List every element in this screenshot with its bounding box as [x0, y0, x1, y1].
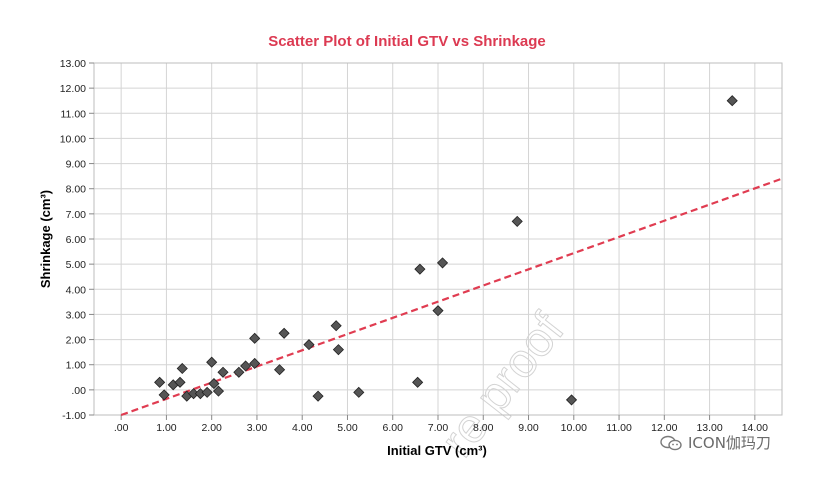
y-tick-label: 9.00 [66, 159, 87, 171]
x-tick-label: .00 [114, 422, 129, 434]
x-tick-label: 4.00 [292, 422, 313, 434]
y-axis-label: Shrinkage (cm³) [38, 190, 53, 288]
data-point [158, 389, 170, 401]
data-point [312, 390, 324, 402]
x-tick-label: 2.00 [201, 422, 222, 434]
data-point [414, 263, 426, 275]
x-tick-label: 8.00 [473, 422, 494, 434]
data-point [176, 362, 188, 375]
y-tick-label: 5.00 [66, 259, 87, 271]
data-point [233, 366, 245, 378]
y-tick-label: 8.00 [66, 184, 87, 196]
data-point [436, 257, 449, 269]
data-point [565, 394, 578, 406]
data-point [432, 305, 444, 317]
x-tick-label: 1.00 [156, 422, 177, 434]
x-tick-label: 9.00 [518, 422, 539, 434]
x-tick-label: 11.00 [606, 422, 632, 434]
x-tick-label: 12.00 [651, 422, 677, 434]
x-tick-label: 7.00 [428, 422, 449, 434]
x-tick-label: 6.00 [383, 422, 404, 434]
x-tick-label: 13.00 [696, 422, 722, 434]
data-point [412, 376, 424, 388]
data-point [511, 215, 523, 227]
data-point [249, 332, 261, 344]
brand-watermark: ICON伽玛刀 [660, 432, 771, 453]
data-point [726, 95, 738, 107]
data-point [332, 344, 344, 356]
data-point [212, 385, 225, 397]
chart-title: Scatter Plot of Initial GTV vs Shrinkage [268, 33, 546, 50]
y-tick-label: 1.00 [66, 360, 87, 372]
data-point [240, 360, 252, 372]
data-point [208, 378, 220, 390]
y-tick-label: 13.00 [60, 58, 86, 70]
data-point [154, 376, 166, 388]
x-tick-label: 3.00 [247, 422, 268, 434]
x-tick-label: 10.00 [561, 422, 587, 434]
data-point [249, 357, 261, 370]
y-tick-label: 12.00 [60, 83, 86, 95]
y-tick-label: 10.00 [60, 133, 86, 145]
trend-line [120, 177, 783, 417]
data-point [303, 339, 315, 351]
y-tick-label: 3.00 [66, 309, 87, 321]
y-tick-label: -1.00 [62, 410, 86, 422]
y-tick-label: 7.00 [66, 209, 87, 221]
data-point [278, 327, 290, 339]
y-tick-label: .00 [71, 385, 86, 397]
y-tick-label: 2.00 [66, 335, 87, 347]
y-tick-label: 4.00 [66, 284, 87, 296]
data-point [274, 364, 286, 376]
data-point [217, 366, 229, 378]
data-point [174, 376, 186, 388]
data-point [201, 386, 213, 398]
x-tick-label: 14.00 [742, 422, 768, 434]
brand-label: ICON伽玛刀 [688, 434, 771, 452]
data-point [206, 356, 218, 368]
data-point [353, 386, 365, 398]
y-tick-label: 6.00 [66, 234, 87, 246]
data-point [330, 320, 342, 332]
x-axis-label: Initial GTV (cm³) [387, 443, 487, 458]
y-tick-label: 11.00 [61, 108, 87, 120]
wechat-icon [660, 435, 682, 450]
x-tick-label: 5.00 [337, 422, 358, 434]
